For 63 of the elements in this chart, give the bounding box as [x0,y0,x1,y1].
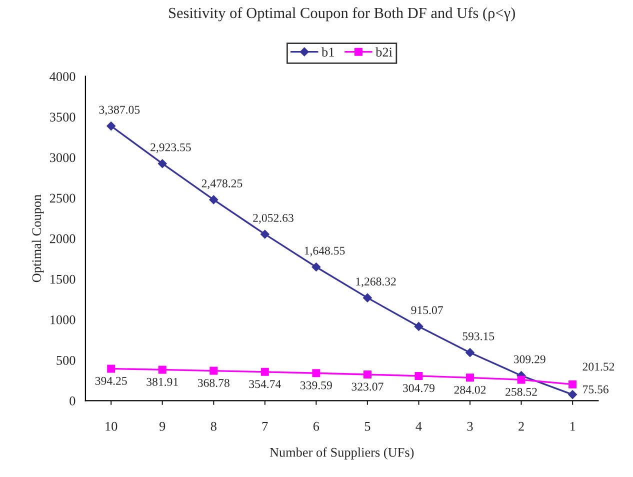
x-tick-label: 6 [313,422,320,431]
data-label: 915.07 [411,306,443,314]
y-axis-title: Optimal Coupon [32,194,44,282]
data-label: 381.91 [146,378,178,386]
x-tick-label: 4 [416,422,422,431]
data-label: 258.52 [506,388,537,396]
x-tick-label: 2 [518,422,524,431]
point [363,370,372,378]
point [568,380,577,388]
data-label: 323.07 [352,382,384,391]
y-tick-label: 2000 [50,234,76,244]
point [414,322,424,331]
point [209,195,218,204]
data-label: 1,648.55 [304,246,345,256]
data-label: 284.02 [454,386,486,394]
data-label: 201.52 [582,362,614,371]
y-tick-label: 1500 [50,274,76,284]
y-tick-label: 3000 [50,153,76,162]
x-tick-label: 9 [159,422,166,431]
point [158,159,167,168]
point [210,366,218,375]
data-label: 354.74 [249,380,281,388]
chart-title: Sesitivity of Optimal Coupon for Both DF and Ufs (ρ<γ) [169,7,515,22]
point [107,364,116,373]
y-tick-label: 1000 [50,315,76,324]
data-label: 2,478.25 [202,179,242,190]
point [466,348,474,358]
point [260,230,270,239]
point [106,122,116,130]
data-label: 3,387.05 [99,106,140,116]
point [517,376,526,384]
data-label: 75.56 [583,385,608,394]
legend-label: b1 [322,47,334,57]
x-tick-label: 10 [106,422,118,431]
point [260,368,269,376]
legend-label: b2i [376,47,392,57]
point [466,374,474,382]
data-label: 2,052.63 [253,214,294,224]
x-axis-title: Number of Suppliers (UFs) [270,447,414,460]
data-label: 368.78 [198,378,230,387]
y-tick-label: 3500 [50,112,76,122]
data-label: 2,923.55 [150,143,191,153]
point [312,262,321,272]
data-label: 304.79 [403,384,434,392]
data-label: 593.15 [462,332,494,340]
y-tick-label: 500 [56,356,76,365]
y-tick-label: 4000 [50,72,76,82]
point [312,369,320,378]
x-tick-label: 8 [210,422,216,431]
x-tick-label: 5 [364,422,370,431]
x-tick-label: 3 [467,422,473,431]
x-tick-label: 1 [570,422,576,431]
point [568,390,577,399]
point [363,293,372,302]
x-tick-label: 7 [262,422,268,431]
point [414,372,423,380]
point [158,366,166,374]
data-label: 339.59 [300,381,332,390]
data-label: 309.29 [514,355,546,364]
y-tick-label: 2500 [50,194,76,203]
data-label: 394.25 [95,376,127,385]
data-label: 1,268.32 [356,278,396,288]
y-tick-label: 0 [70,396,76,406]
